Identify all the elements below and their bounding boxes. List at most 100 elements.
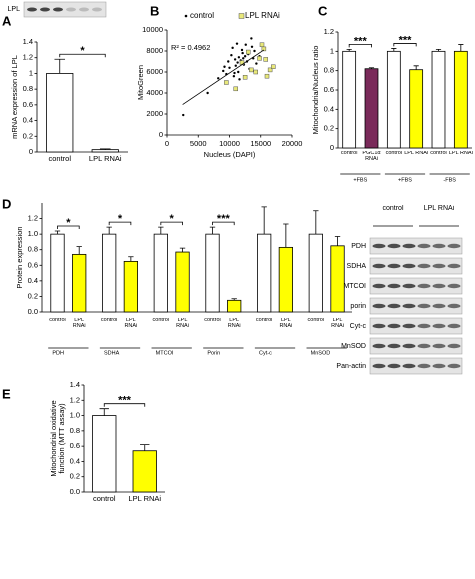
blot-band	[372, 323, 386, 329]
bar	[72, 253, 87, 313]
y-tick-label: 0.6	[28, 260, 38, 269]
x-tick-label: LPL RNAi	[176, 318, 189, 329]
bar	[257, 233, 272, 313]
x-tick-label: 10000	[219, 139, 240, 148]
x-tick-label-box: LPL RNAi	[448, 151, 473, 156]
legend-label: LPL RNAi	[245, 11, 280, 20]
point	[240, 48, 244, 52]
blot-label: LPL	[8, 6, 21, 13]
y-tick-label: 1.2	[324, 27, 334, 36]
y-tick-label: 1.2	[23, 53, 33, 62]
y-tick-label: 0	[29, 147, 33, 156]
y-tick-label: 1.2	[28, 214, 38, 223]
bar	[205, 233, 220, 313]
y-tick-label: 4000	[146, 88, 163, 97]
point	[228, 66, 231, 70]
x-tick-label-box: PGC1α RNAi	[362, 151, 380, 162]
group-label: MnSOD	[311, 350, 331, 356]
blot-band	[27, 7, 37, 12]
point	[233, 71, 236, 75]
error-bar	[76, 246, 82, 255]
x-tick-label-box: LPL RNAi	[176, 318, 189, 329]
error-bar	[128, 256, 134, 262]
bar	[46, 73, 74, 153]
significance-label: ***	[399, 34, 413, 46]
significance-bracket	[393, 43, 417, 47]
error-bar	[334, 236, 341, 246]
point	[253, 69, 258, 75]
blot-column-label: LPL RNAi	[423, 205, 455, 212]
blot-band	[372, 343, 386, 349]
y-axis-label: Mitochondria/Nucleus ratio	[311, 46, 320, 135]
bar	[364, 68, 379, 149]
error-bar	[313, 210, 319, 235]
x-tick-label-box: control	[93, 495, 116, 502]
x-tick-label-box: control	[386, 151, 403, 156]
point	[244, 43, 247, 46]
x-tick-label: control	[152, 318, 170, 323]
blot-column-label: control	[382, 205, 404, 212]
blot-band	[447, 363, 461, 369]
group-label: MTCOI	[156, 350, 174, 356]
error-bar	[231, 298, 237, 301]
blot-band	[417, 263, 431, 269]
error-bar	[283, 223, 289, 248]
bar	[386, 50, 401, 149]
error-bar	[435, 49, 442, 52]
x-tick-label-box: control	[48, 155, 71, 163]
error-bar	[106, 226, 112, 235]
y-tick-label: 1	[29, 68, 33, 77]
bar	[91, 149, 119, 153]
y-axis-label: Protein expression	[15, 226, 24, 288]
x-tick-label: control	[48, 155, 71, 163]
bar	[227, 299, 242, 313]
bar	[175, 251, 190, 313]
point	[231, 46, 234, 50]
y-tick-label: 6000	[146, 67, 163, 76]
significance-bracket	[160, 221, 183, 226]
point	[237, 56, 241, 59]
significance-bracket	[103, 403, 146, 407]
blot-band	[432, 243, 446, 249]
significance-label: *	[170, 213, 175, 225]
y-tick-label: 8000	[146, 46, 163, 55]
y-tick-label: 0	[159, 130, 163, 139]
blot-band	[92, 7, 102, 12]
x-tick-label: LPL RNAi	[88, 155, 122, 163]
y-tick-label: 0.2	[324, 124, 334, 133]
bar	[50, 233, 65, 313]
y-tick-label: 0.4	[70, 456, 80, 465]
significance-label: *	[80, 45, 85, 57]
significance-bracket	[348, 44, 372, 48]
x-tick-label-box: control	[256, 318, 273, 323]
x-tick-label-box: control	[101, 318, 118, 323]
bar	[92, 415, 117, 493]
x-tick-label: LPL RNAi	[448, 151, 473, 156]
y-tick-label: 2000	[146, 109, 163, 118]
bar	[431, 50, 446, 149]
bar	[409, 69, 424, 149]
blot-strip	[369, 317, 463, 335]
blot-band	[417, 363, 431, 369]
blot-band	[432, 283, 446, 289]
x-tick-label: LPL RNAi	[72, 318, 86, 329]
x-tick-label: LPL RNAi	[279, 318, 293, 329]
bar	[153, 233, 168, 313]
y-tick-label: 0.2	[28, 291, 38, 300]
bar	[123, 260, 138, 313]
significance-label: *	[66, 217, 71, 229]
blot-band	[417, 343, 431, 349]
blot-strip	[369, 297, 463, 315]
blot-band	[402, 283, 416, 289]
blot-band	[53, 7, 63, 12]
y-tick-label: 0.8	[23, 84, 33, 93]
x-tick-label-box: LPL RNAi	[124, 318, 137, 329]
blot-band	[432, 303, 446, 309]
blot-band	[387, 303, 401, 309]
error-bar	[99, 408, 109, 416]
y-tick-label: 1.4	[23, 37, 33, 46]
y-axis-label: mRNA expression of LPL	[10, 55, 19, 139]
y-tick-label: 0.2	[23, 131, 33, 140]
blot-band	[447, 343, 461, 349]
blot-band	[372, 363, 386, 369]
